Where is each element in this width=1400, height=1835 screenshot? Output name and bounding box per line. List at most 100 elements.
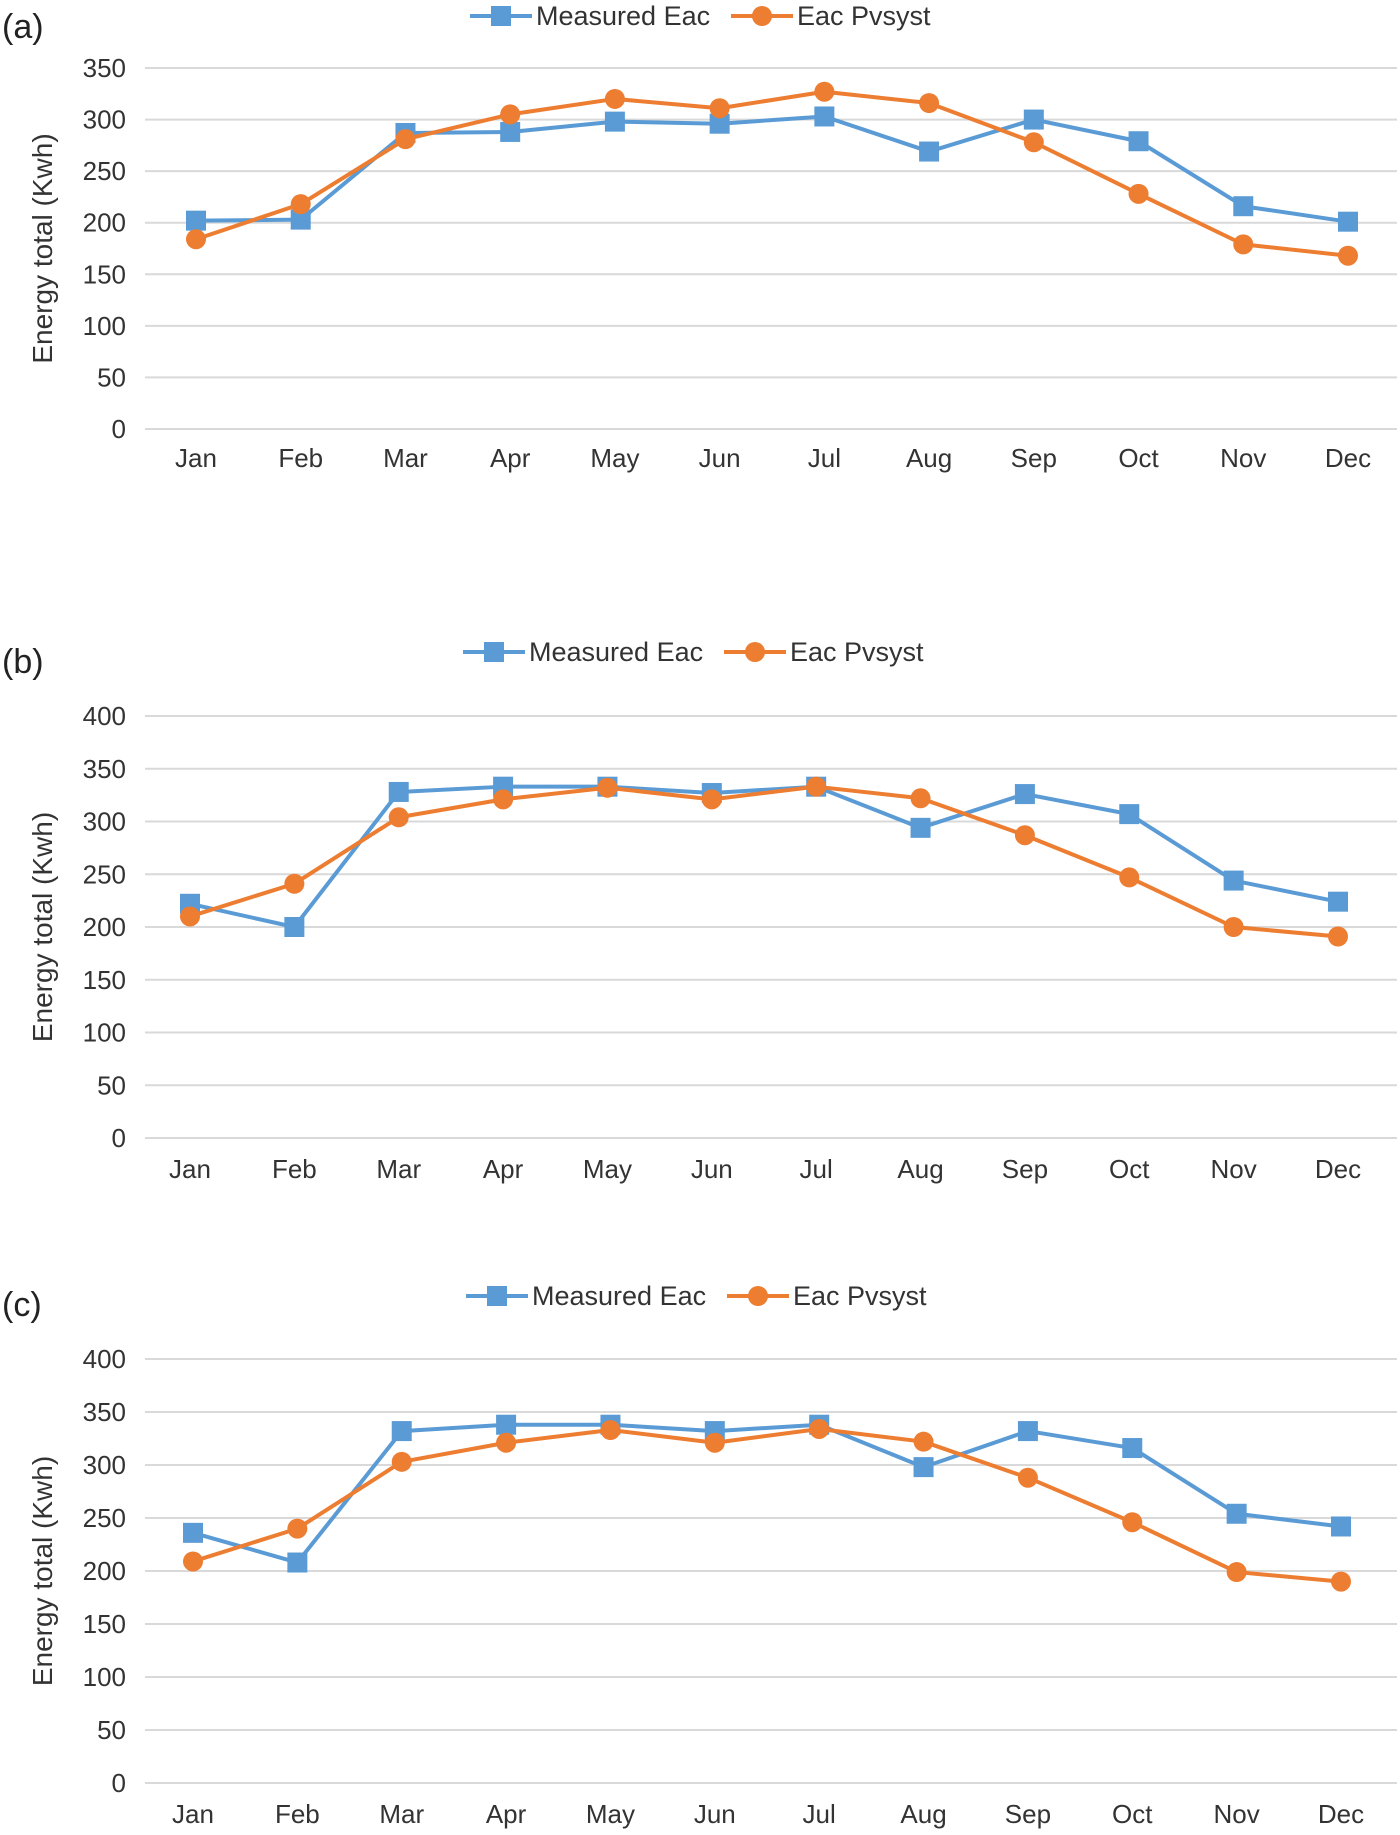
x-tick-label: Nov — [1211, 1154, 1257, 1184]
legend-marker — [748, 1286, 768, 1306]
x-tick-label: Aug — [897, 1154, 943, 1184]
series-eac-pvsyst — [186, 81, 1358, 266]
x-tick-label: Sep — [1005, 1799, 1051, 1829]
data-point — [388, 781, 409, 802]
y-tick-label: 50 — [97, 1070, 126, 1100]
data-point — [1023, 109, 1044, 130]
x-tick-label: Apr — [483, 1154, 524, 1184]
series-line — [189, 784, 1339, 929]
data-point — [287, 1552, 308, 1573]
y-tick-label: 200 — [83, 912, 126, 942]
panel-label: (a) — [2, 8, 44, 46]
x-tick-label: Jun — [694, 1799, 736, 1829]
y-tick-label: 350 — [83, 53, 126, 83]
data-point — [186, 229, 206, 250]
x-tick-label: Jul — [800, 1154, 833, 1184]
data-point — [919, 141, 940, 162]
y-axis-label: Energy total (Kwh) — [27, 812, 58, 1042]
y-axis-label: Energy total (Kwh) — [27, 133, 58, 363]
series-line — [195, 114, 1349, 224]
series-eac-pvsyst — [183, 1418, 1351, 1592]
data-point — [500, 104, 521, 125]
legend: Measured Eac Eac Pvsyst — [470, 1, 931, 31]
data-point — [493, 789, 514, 810]
y-tick-label: 150 — [83, 1609, 126, 1639]
data-point — [1338, 211, 1358, 232]
y-tick-label: 400 — [83, 1344, 126, 1374]
data-point — [604, 111, 625, 132]
data-point — [604, 88, 625, 109]
legend-item: Eac Pvsyst — [724, 637, 924, 667]
x-tick-label: Dec — [1318, 1799, 1364, 1829]
series-measured-eac — [183, 1414, 1351, 1573]
legend-marker — [745, 642, 765, 662]
y-tick-label: 300 — [83, 1450, 126, 1480]
y-tick-label: 350 — [83, 1397, 126, 1427]
data-point — [1226, 1503, 1247, 1524]
y-tick-label: 200 — [83, 1556, 126, 1586]
data-point — [284, 917, 305, 937]
x-tick-label: Jan — [175, 443, 217, 473]
data-point — [1119, 867, 1140, 888]
x-tick-label: Oct — [1109, 1154, 1150, 1184]
x-tick-label: Sep — [1002, 1154, 1048, 1184]
chart-panel-a: (a) 0 50 100 150 200 250 300 350 Energy total (Kw… — [2, 1, 1397, 473]
y-tick-label: 250 — [83, 859, 126, 889]
legend-marker — [487, 1286, 507, 1306]
y-tick-label: 250 — [83, 1503, 126, 1533]
x-tick-label: Nov — [1214, 1799, 1260, 1829]
y-tick-label: 50 — [97, 362, 126, 392]
legend-item: Measured Eac — [466, 1281, 706, 1311]
data-point — [1122, 1438, 1143, 1459]
data-point — [910, 817, 931, 838]
series-eac-pvsyst — [180, 776, 1348, 947]
y-tick-label: 0 — [112, 414, 126, 444]
data-point — [388, 807, 409, 828]
x-tick-label: Jan — [172, 1799, 214, 1829]
chart-panel-c: (c) 0 50 100 150 200 250 300 350 400 Energy total … — [2, 1281, 1397, 1829]
x-tick-label: Aug — [906, 443, 952, 473]
data-point — [180, 906, 200, 927]
y-tick-label: 50 — [97, 1715, 126, 1745]
x-tick-label: Mar — [383, 443, 428, 473]
data-point — [814, 81, 835, 102]
y-tick-label: 400 — [83, 701, 126, 731]
data-point — [287, 1518, 308, 1539]
y-tick-label: 100 — [83, 1662, 126, 1692]
y-tick-label: 150 — [83, 965, 126, 995]
series-line — [195, 89, 1349, 258]
x-tick-label: Jul — [808, 443, 841, 473]
data-point — [391, 1421, 412, 1442]
data-point — [395, 129, 416, 150]
x-tick-label: Jun — [699, 443, 741, 473]
x-tick-label: Jun — [691, 1154, 733, 1184]
data-point — [1328, 891, 1348, 912]
x-tick-label: Mar — [376, 1154, 421, 1184]
data-point — [1128, 183, 1149, 204]
data-point — [496, 1432, 517, 1453]
data-point — [1017, 1467, 1038, 1488]
x-tick-label: Dec — [1315, 1154, 1361, 1184]
legend-label: Measured Eac — [532, 1281, 706, 1311]
x-tick-label: Mar — [379, 1799, 424, 1829]
data-point — [496, 1414, 517, 1435]
panel-label: (b) — [2, 643, 44, 681]
x-tick-label: Feb — [278, 443, 323, 473]
data-point — [1338, 245, 1358, 266]
y-tick-label: 250 — [83, 156, 126, 186]
legend-label: Measured Eac — [536, 1, 710, 31]
data-point — [1023, 132, 1044, 153]
data-point — [809, 1418, 830, 1439]
x-tick-label: Feb — [275, 1799, 320, 1829]
data-point — [1017, 1421, 1038, 1442]
data-point — [183, 1551, 203, 1572]
data-point — [600, 1420, 621, 1441]
data-point — [1223, 917, 1244, 937]
chart-panel-b: (b) 0 50 100 150 200 250 300 350 400 Energy total … — [2, 637, 1397, 1184]
data-point — [1233, 196, 1254, 217]
y-tick-label: 350 — [83, 754, 126, 784]
x-tick-label: Apr — [486, 1799, 527, 1829]
data-point — [1223, 870, 1244, 891]
legend-marker — [752, 6, 772, 26]
